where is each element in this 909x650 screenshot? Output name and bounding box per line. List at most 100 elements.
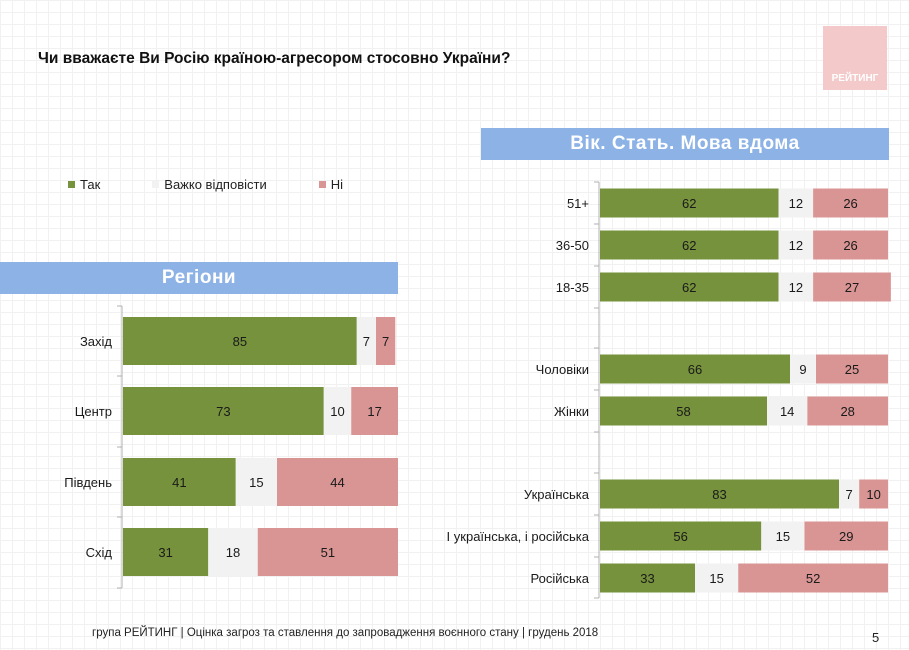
data-label-yes: 58 (676, 404, 690, 419)
category-label: Чоловіки (536, 362, 589, 377)
legend-swatch-yes (68, 181, 75, 188)
data-label-no: 28 (840, 404, 854, 419)
bar-hard (235, 458, 277, 506)
data-label-hard: 12 (789, 196, 803, 211)
bar-yes (600, 396, 768, 426)
data-label-hard: 12 (789, 280, 803, 295)
legend-swatch-hard (152, 181, 160, 188)
bar-yes (600, 272, 779, 302)
category-label: Російська (531, 571, 590, 586)
bar-no (738, 563, 888, 593)
legend-swatch-no (318, 181, 326, 188)
data-label-hard: 15 (249, 475, 263, 490)
chart-1: 51+ 62 12 26 36-50 62 12 26 18-35 62 12 27 Чоловіки 6… (447, 181, 891, 599)
data-label-no: 26 (843, 196, 857, 211)
logo-text: РЕЙТИНГ (831, 73, 879, 84)
bar-hard (356, 317, 376, 365)
data-label-yes: 31 (158, 545, 172, 560)
data-label-hard: 7 (846, 487, 853, 502)
data-label-no: 26 (843, 238, 857, 253)
data-label-yes: 56 (673, 529, 687, 544)
slide-title: Чи вважаєте Ви Росію країною-агресором с… (38, 50, 511, 67)
data-label-yes: 62 (682, 238, 696, 253)
bar-no (816, 354, 888, 384)
bar-hard (778, 188, 814, 218)
category-label: Жінки (554, 404, 589, 419)
bar-yes (600, 230, 779, 260)
data-label-yes: 66 (688, 362, 702, 377)
bar-yes (123, 528, 209, 576)
bar-no (813, 272, 891, 302)
data-label-yes: 83 (712, 487, 726, 502)
bar-no (277, 458, 398, 506)
legend-item-hard: Важко відповісти (152, 177, 267, 192)
bar-hard (790, 354, 816, 384)
data-label-yes: 33 (640, 571, 654, 586)
data-label-no: 17 (367, 404, 381, 419)
category-label: 18-35 (556, 280, 589, 295)
data-label-no: 51 (321, 545, 335, 560)
category-label: Південь (64, 475, 112, 490)
data-label-no: 7 (382, 334, 389, 349)
reyting-logo: РЕЙТИНГ (823, 26, 887, 90)
bar-no (807, 396, 888, 426)
category-label: І українська, і російська (447, 529, 590, 544)
data-label-hard: 9 (799, 362, 806, 377)
regions-header: Регіони (0, 262, 398, 294)
data-label-hard: 7 (363, 334, 370, 349)
bar-no (813, 188, 888, 218)
bar-yes (123, 317, 357, 365)
bar-hard (761, 521, 805, 551)
category-label: Українська (524, 487, 590, 502)
bar-hard (839, 479, 860, 509)
data-label-hard: 18 (226, 545, 240, 560)
data-label-hard: 10 (330, 404, 344, 419)
bar-yes (600, 563, 696, 593)
data-label-no: 25 (845, 362, 859, 377)
bar-hard (767, 396, 808, 426)
legend-item-yes: Так (68, 177, 100, 192)
data-label-yes: 85 (233, 334, 247, 349)
data-label-hard: 14 (780, 404, 794, 419)
data-label-no: 44 (330, 475, 344, 490)
bar-no (376, 317, 396, 365)
category-label: Схід (86, 545, 113, 560)
bar-yes (600, 354, 791, 384)
bar-yes (600, 521, 762, 551)
data-label-no: 52 (806, 571, 820, 586)
bar-yes (123, 458, 236, 506)
legend-item-no: Ні (318, 177, 343, 192)
bar-hard (323, 387, 352, 435)
data-label-yes: 41 (172, 475, 186, 490)
chart-0: Захід 85 7 7 Центр 73 10 17 Південь 41 15 44 Схід 31 1… (64, 305, 398, 589)
data-label-no: 27 (845, 280, 859, 295)
data-label-yes: 62 (682, 280, 696, 295)
legend-label-yes: Так (80, 177, 101, 192)
bar-yes (123, 387, 324, 435)
data-label-yes: 73 (216, 404, 230, 419)
bar-hard (778, 230, 814, 260)
data-label-no: 29 (839, 529, 853, 544)
legend: Так Важко відповісти Ні (68, 177, 395, 192)
bar-yes (600, 479, 840, 509)
bar-hard (778, 272, 814, 302)
legend-label-no: Ні (330, 177, 343, 192)
data-label-hard: 12 (789, 238, 803, 253)
category-label: Центр (75, 404, 112, 419)
demographics-header: Вік. Стать. Мова вдома (481, 128, 889, 160)
bar-hard (208, 528, 258, 576)
bar-no (859, 479, 888, 509)
footer-text: група РЕЙТИНГ | Оцінка загроз та ставлен… (92, 627, 599, 639)
category-label: Захід (80, 334, 112, 349)
category-label: 51+ (567, 196, 589, 211)
data-label-hard: 15 (776, 529, 790, 544)
page-number: 5 (872, 630, 880, 645)
category-label: 36-50 (556, 238, 589, 253)
bar-no (813, 230, 888, 260)
bar-hard (695, 563, 739, 593)
bar-yes (600, 188, 779, 218)
legend-label-hard: Важко відповісти (164, 177, 267, 192)
data-label-no: 10 (866, 487, 880, 502)
